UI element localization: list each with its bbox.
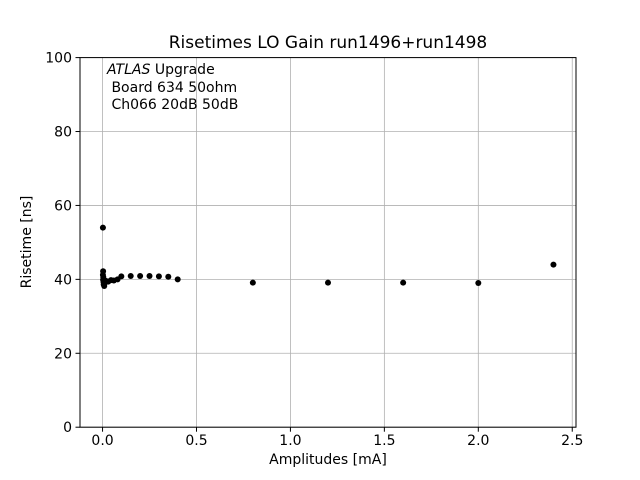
y-tick-label: 100 <box>45 51 72 67</box>
annotation-line-1-rest: Upgrade <box>150 62 215 78</box>
annotation-line-3: Ch066 20dB 50dB <box>107 97 239 113</box>
y-tick-label: 20 <box>54 346 72 362</box>
y-tick-label: 0 <box>63 420 72 436</box>
data-point <box>155 273 162 280</box>
data-point <box>165 273 172 280</box>
data-point <box>325 279 331 286</box>
data-point <box>118 273 125 280</box>
y-axis-label: Risetime [ns] <box>19 195 35 289</box>
y-tick-label: 80 <box>54 125 72 141</box>
y-tick-label: 40 <box>54 272 72 288</box>
x-axis-label: Amplitudes [mA] <box>269 452 387 468</box>
annotation-line-2: Board 634 50ohm <box>107 79 238 96</box>
data-point <box>475 280 482 287</box>
chart-title: Risetimes LO Gain run1496+run1498 <box>168 33 488 53</box>
x-tick-label: 2.0 <box>467 433 489 449</box>
data-point <box>146 273 153 280</box>
annotation-line-1: ATLAS Upgrade <box>107 62 238 80</box>
data-point <box>550 261 557 268</box>
x-tick-label: 0.0 <box>91 433 113 449</box>
y-tick-label: 60 <box>54 198 72 214</box>
annotation-atlas-italic: ATLAS <box>107 62 151 78</box>
data-point <box>99 224 106 231</box>
data-point <box>137 273 144 280</box>
data-point <box>174 276 181 283</box>
data-point <box>400 279 407 286</box>
annotation-box: ATLAS Upgrade Board 634 50ohm Ch066 20dB… <box>107 62 238 115</box>
x-tick-label: 2.5 <box>561 433 583 449</box>
data-point <box>127 273 134 280</box>
x-tick-label: 1.0 <box>279 433 301 449</box>
x-tick-label: 1.5 <box>373 433 395 449</box>
x-tick-label: 0.5 <box>185 433 207 449</box>
data-point <box>249 279 256 286</box>
axes-spines <box>79 57 577 428</box>
